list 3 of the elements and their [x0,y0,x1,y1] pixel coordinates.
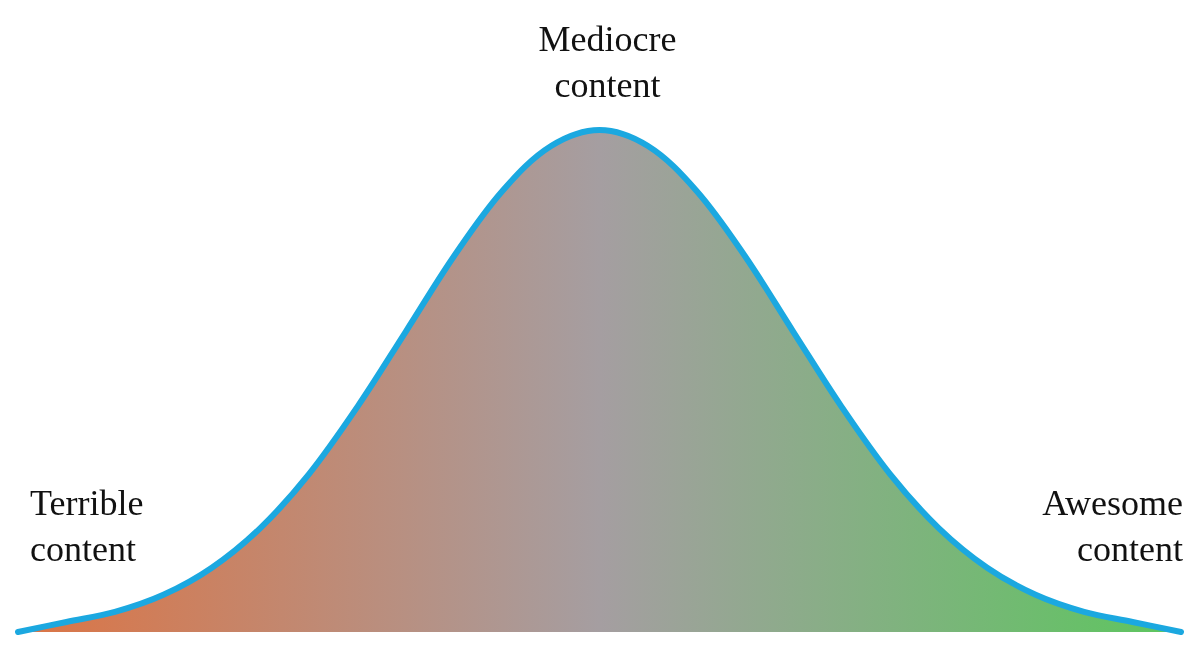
annotation: Terrible content [30,483,144,569]
annotation: Awesome content [1042,483,1183,569]
text: Mediocre content [538,19,677,105]
